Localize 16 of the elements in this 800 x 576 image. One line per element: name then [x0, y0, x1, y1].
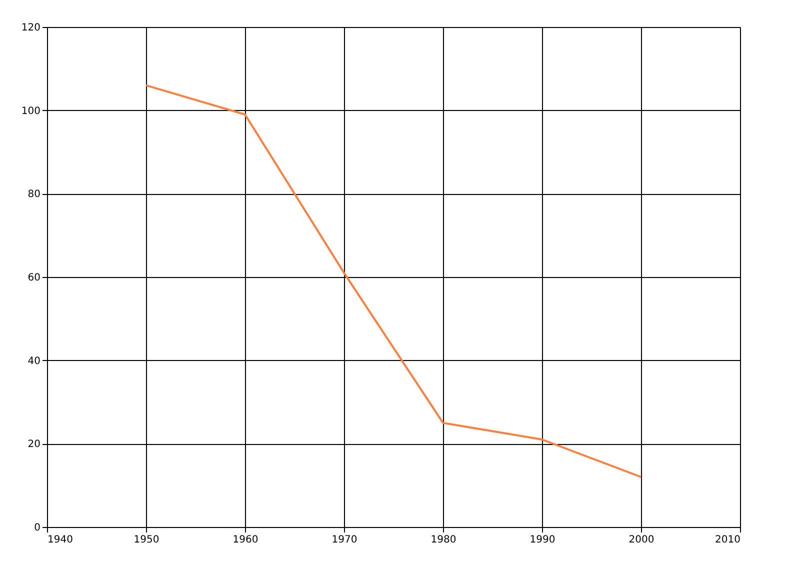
x-tick-label: 1960 [232, 534, 258, 546]
x-tick-label: 1940 [48, 534, 73, 546]
y-tick-label: 0 [34, 522, 40, 534]
y-tick-label: 100 [21, 106, 40, 117]
y-tick-label: 120 [21, 22, 40, 34]
x-tick-label: 2010 [715, 534, 740, 546]
y-tick-label: 40 [28, 356, 40, 367]
x-tick-label: 1990 [530, 534, 556, 546]
x-tick-label: 1950 [134, 534, 160, 546]
x-tick-label: 2000 [628, 534, 654, 546]
x-tick-label: 1970 [332, 534, 358, 546]
y-tick-label: 20 [28, 439, 40, 450]
x-tick-label: 1980 [430, 534, 456, 546]
y-tick-label: 80 [28, 189, 40, 200]
line-series [145, 84, 642, 478]
y-tick-label: 60 [28, 272, 40, 284]
